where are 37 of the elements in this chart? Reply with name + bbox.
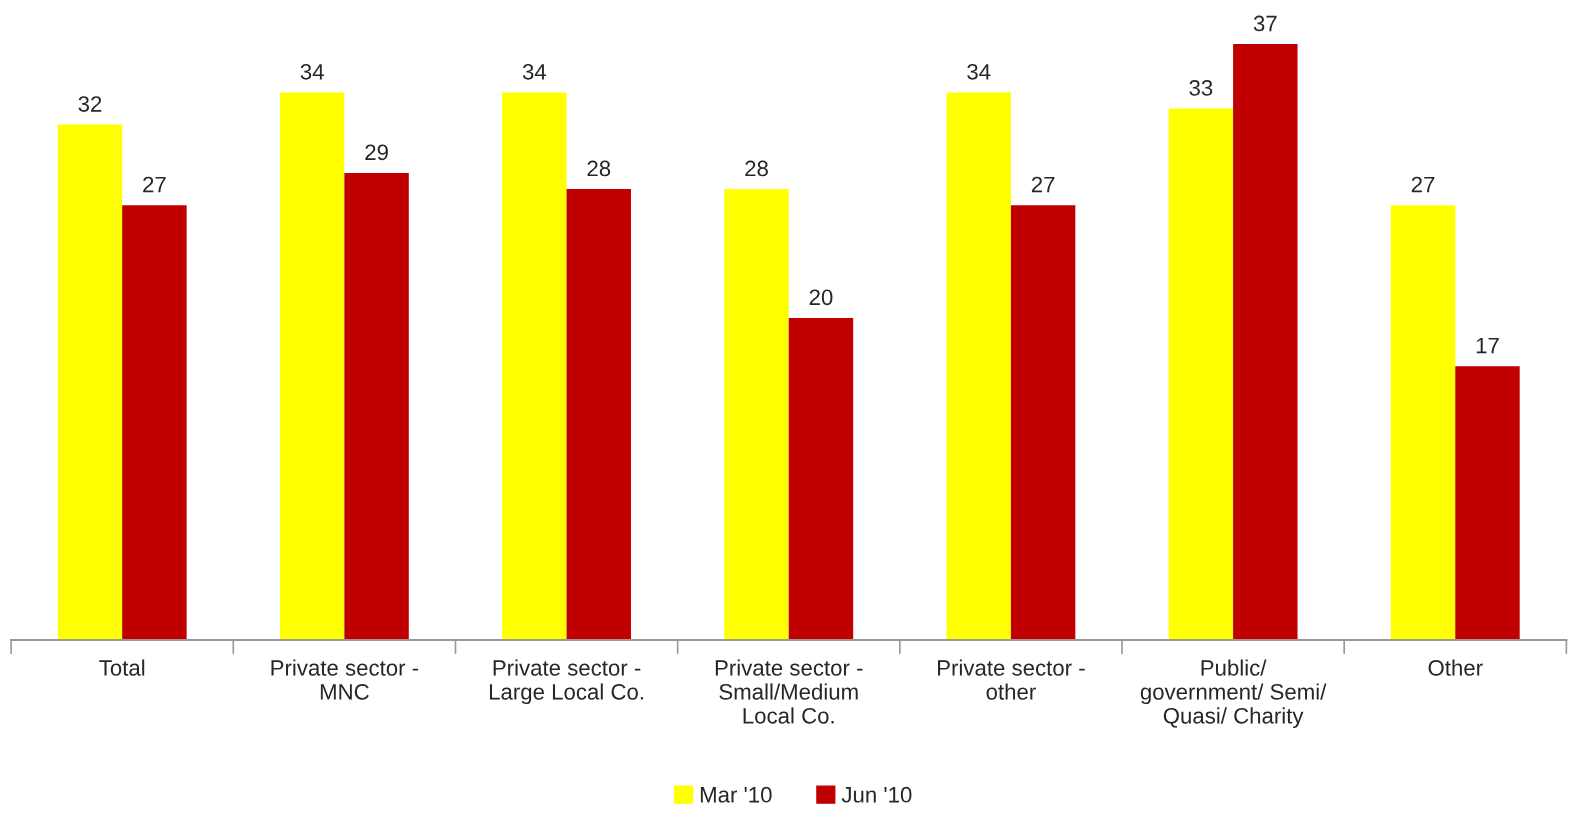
x-tick-label: Other [1428,659,1483,676]
data-label: 28 [745,160,768,177]
data-label: 27 [1411,176,1435,193]
bar [946,92,1011,640]
bar [1010,205,1076,640]
bar [502,92,567,640]
data-label: 28 [587,160,611,177]
data-label: 37 [1253,15,1277,32]
data-label: 34 [522,63,547,80]
bar [122,205,187,640]
bar [1390,205,1456,640]
data-label: 17 [1476,337,1499,354]
bar [57,124,123,640]
legend-label: Jun '10 [841,786,912,803]
x-tick-label: Total [99,659,145,676]
bar [1455,366,1520,640]
x-tick-label: Public/ government/ Semi/ Quasi/ Charity [1140,659,1327,729]
bar [724,189,789,640]
bar [279,92,345,640]
bar [1168,108,1234,640]
data-label: 27 [143,176,166,193]
bar [788,317,854,640]
x-tick-label: Private sector - Large Local Co. [489,659,643,705]
data-label: 34 [967,63,991,80]
bar [1233,44,1298,640]
x-tick-label: Private sector - Small/Medium Local Co. [715,659,863,724]
data-label: 33 [1189,80,1213,96]
bar [344,172,409,640]
x-tick-label: Private sector - MNC [271,659,419,700]
data-label: 29 [365,144,388,161]
legend-label: Mar '10 [700,786,772,803]
data-label: 32 [78,96,102,112]
x-tick-label: Private sector - other [938,659,1085,700]
data-label: 34 [300,63,324,80]
data-label: 20 [809,289,833,306]
data-label: 27 [1031,176,1055,193]
bar [566,189,631,640]
